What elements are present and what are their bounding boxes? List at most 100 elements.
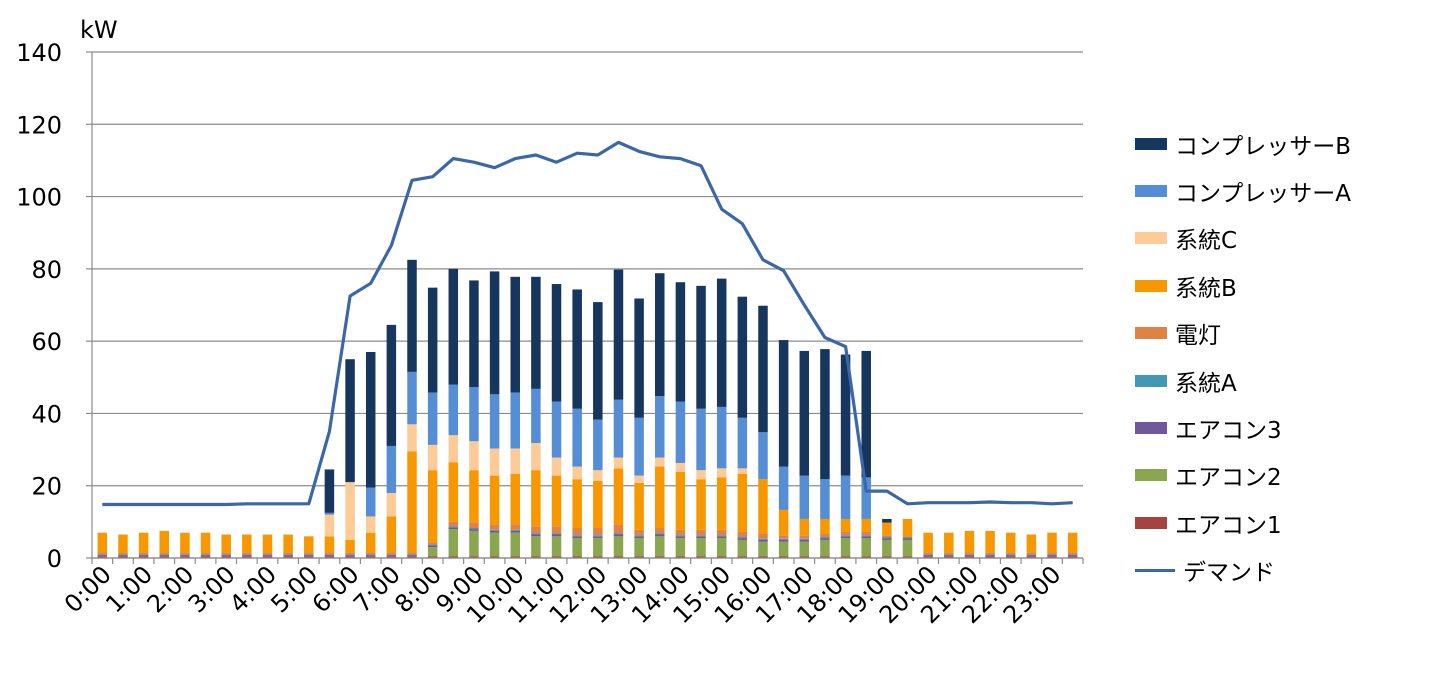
- legend-item: 系統B: [1135, 262, 1351, 309]
- bar-segment: [737, 539, 748, 557]
- bar-segment: [902, 539, 913, 557]
- bar-segment: [118, 555, 128, 557]
- bar-segment: [593, 536, 603, 539]
- bar-segment: [159, 554, 170, 556]
- bar-segment: [1026, 556, 1037, 558]
- bar-segment: [634, 556, 644, 558]
- bar-segment: [799, 475, 810, 519]
- bar-segment: [675, 556, 686, 558]
- bar-segment: [448, 435, 459, 463]
- bar-segment: [758, 432, 768, 480]
- bar-segment: [159, 556, 170, 558]
- bar-segment: [489, 394, 500, 449]
- bar-segment: [675, 529, 686, 536]
- bar-segment: [180, 556, 190, 558]
- bar-segment: [716, 538, 727, 557]
- bar-segment: [716, 535, 727, 537]
- bar-segment: [407, 555, 417, 557]
- bar-segment: [964, 556, 975, 558]
- bar-segment: [737, 468, 748, 474]
- y-axis: 0 20 40 60 80 100 120 140: [16, 39, 93, 573]
- bar-segment: [324, 555, 335, 557]
- bar-segment: [365, 532, 376, 553]
- bar-segment: [118, 556, 128, 558]
- bar-segment: [1005, 552, 1016, 555]
- bar-segment: [138, 556, 149, 558]
- y-tick-label: 120: [16, 111, 62, 139]
- bar-segment: [324, 554, 335, 556]
- bar-segment: [840, 535, 851, 537]
- bar-segment: [716, 556, 727, 558]
- y-tick-label: 20: [31, 473, 62, 501]
- bar-segment: [1067, 556, 1078, 558]
- bar-segment: [304, 552, 314, 555]
- bar-segment: [324, 556, 335, 558]
- legend-swatch: [1135, 374, 1167, 387]
- bar-segment: [572, 466, 582, 480]
- bar-segment: [778, 538, 789, 540]
- bar-segment: [489, 556, 500, 558]
- bar-segment: [613, 269, 624, 400]
- bar-segment: [840, 538, 851, 557]
- bar-segment: [572, 556, 582, 558]
- bar-segment: [1026, 555, 1037, 557]
- bar-segment: [799, 535, 810, 539]
- bar-segment: [593, 528, 603, 536]
- y-tick-label: 0: [47, 545, 62, 573]
- bar-segment: [324, 512, 335, 515]
- legend-label: コンプレッサーA: [1175, 181, 1352, 208]
- bar-segment: [923, 532, 933, 553]
- bar-segment: [469, 530, 479, 557]
- bars: [97, 259, 1078, 558]
- bar-segment: [716, 468, 727, 478]
- bar-segment: [427, 392, 438, 445]
- legend: コンプレッサーB コンプレッサーA 系統C 系統B 電灯 系統A エアコン3 エアコン2 エアコ…: [1135, 120, 1351, 594]
- bar-segment: [923, 554, 933, 556]
- bar-segment: [840, 536, 851, 539]
- bar-segment: [758, 305, 768, 433]
- bar-segment: [944, 552, 954, 555]
- bar-segment: [944, 532, 954, 553]
- bar-segment: [634, 482, 644, 530]
- bar-segment: [221, 556, 231, 558]
- bar-segment: [985, 554, 995, 556]
- bar-segment: [118, 552, 128, 555]
- bar-segment: [778, 535, 789, 539]
- bar-segment: [221, 555, 231, 557]
- bar-segment: [902, 537, 913, 539]
- bar-segment: [180, 552, 190, 555]
- legend-label: 系統A: [1175, 370, 1237, 397]
- legend-item: 系統C: [1135, 215, 1351, 262]
- bar-segment: [1047, 532, 1057, 553]
- bar-segment: [531, 534, 541, 537]
- bar-segment: [840, 531, 851, 536]
- bar-segment: [304, 554, 314, 556]
- bar-segment: [221, 552, 231, 555]
- bar-segment: [944, 554, 954, 556]
- bar-segment: [778, 340, 789, 467]
- bar-segment: [345, 552, 355, 555]
- bar-segment: [386, 324, 397, 446]
- bar-segment: [262, 555, 273, 557]
- bar-segment: [283, 555, 293, 557]
- bar-segment: [882, 556, 892, 558]
- bar-segment: [593, 419, 603, 471]
- bar-segment: [159, 555, 170, 557]
- bar-segment: [324, 552, 335, 555]
- bar-segment: [365, 554, 376, 556]
- legend-item: エアコン1: [1135, 499, 1351, 546]
- bar-segment: [944, 556, 954, 558]
- bar-segment: [820, 539, 830, 557]
- bar-segment: [1047, 552, 1057, 555]
- bar-segment: [820, 518, 830, 534]
- bar-segment: [427, 542, 438, 545]
- bar-segment: [283, 554, 293, 556]
- bar-segment: [675, 536, 686, 539]
- bar-segment: [985, 556, 995, 558]
- bar-segment: [861, 536, 871, 539]
- bar-segment: [985, 555, 995, 557]
- bar-segment: [902, 538, 913, 540]
- bar-segment: [861, 556, 871, 558]
- bar-segment: [1005, 554, 1016, 556]
- bar-segment: [758, 538, 768, 540]
